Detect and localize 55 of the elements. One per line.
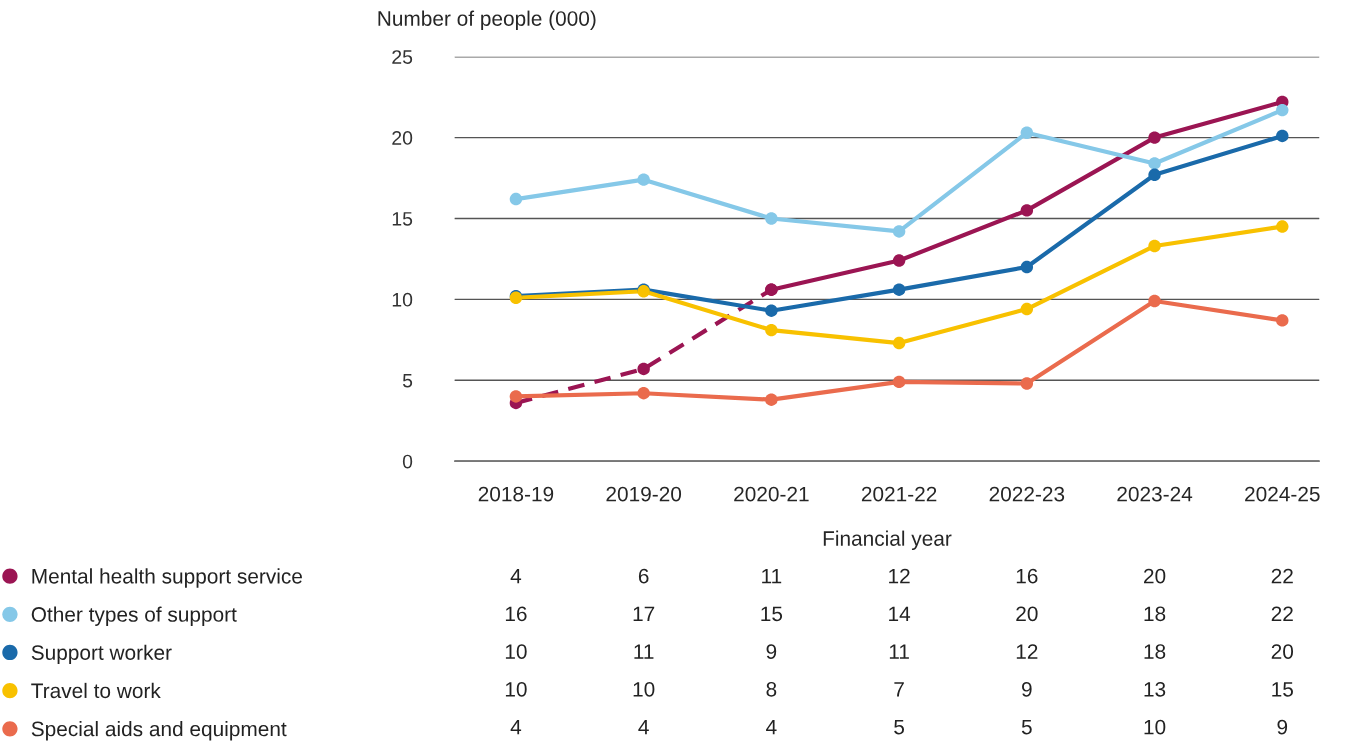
x-tick-label: 2023-24: [1117, 486, 1193, 502]
data-label: 16: [505, 606, 527, 622]
data-label: 10: [505, 644, 527, 659]
data-label: 18: [1144, 606, 1166, 622]
data-label: 11: [889, 644, 909, 659]
data-label: 9: [766, 644, 777, 659]
data-label: 22: [1271, 568, 1293, 584]
y-tick-label: 25: [392, 50, 413, 64]
data-label: 15: [1272, 682, 1293, 697]
data-label: 16: [1016, 568, 1038, 584]
data-label: 10: [633, 681, 655, 697]
y-tick-label: 10: [392, 292, 413, 307]
y-tick-label: 0: [402, 454, 413, 469]
legend-label: Support worker: [31, 644, 172, 665]
data-label: 12: [889, 568, 910, 584]
data-label: 11: [762, 568, 782, 584]
data-label: 11: [634, 644, 654, 659]
legend-label: Other types of support: [31, 606, 237, 626]
y-tick-label: 5: [402, 373, 413, 388]
legend-label: Special aids and equipment: [31, 721, 287, 741]
data-label: 8: [766, 681, 777, 697]
data-label: 10: [505, 681, 527, 697]
data-label: 13: [1144, 681, 1166, 697]
text: 4: [510, 568, 522, 584]
data-label: 7: [894, 682, 904, 697]
data-label: 14: [889, 606, 911, 621]
data-label: 20: [1271, 644, 1294, 659]
data-label: 22: [1271, 606, 1293, 621]
x-tick-label: 2018-19: [478, 486, 554, 502]
x-tick-label: 2024-25: [1245, 486, 1320, 502]
x-axis-title: Financial year: [823, 530, 952, 550]
data-label: 9: [1022, 681, 1032, 697]
legend-label: Travel to work: [31, 682, 161, 699]
data-label: 4: [510, 719, 522, 735]
y-tick-label: 20: [392, 131, 413, 145]
data-label: 12: [1016, 644, 1038, 659]
data-label: 10: [1144, 719, 1166, 735]
data-label: 17: [633, 606, 655, 621]
x-tick-label: 2020-21: [734, 486, 809, 502]
data-label: 4: [766, 719, 777, 735]
data-label: 5: [894, 719, 905, 735]
y-axis-title: Number of people (000): [378, 10, 596, 31]
x-tick-label: 2022-23: [989, 486, 1065, 502]
data-label: 20: [1016, 606, 1038, 622]
data-label: 18: [1144, 644, 1166, 659]
data-label: 20: [1144, 568, 1166, 584]
x-tick-label: 2019-20: [606, 486, 682, 502]
data-label: 4: [638, 719, 649, 735]
legend-label: Mental health support service: [32, 568, 302, 588]
y-tick-label: 15: [392, 212, 413, 226]
data-label: 9: [1277, 719, 1288, 735]
text: 6: [638, 568, 649, 584]
x-tick-label: 2021-22: [861, 486, 937, 502]
data-label: 15: [761, 606, 783, 622]
data-label: 5: [1021, 719, 1032, 735]
